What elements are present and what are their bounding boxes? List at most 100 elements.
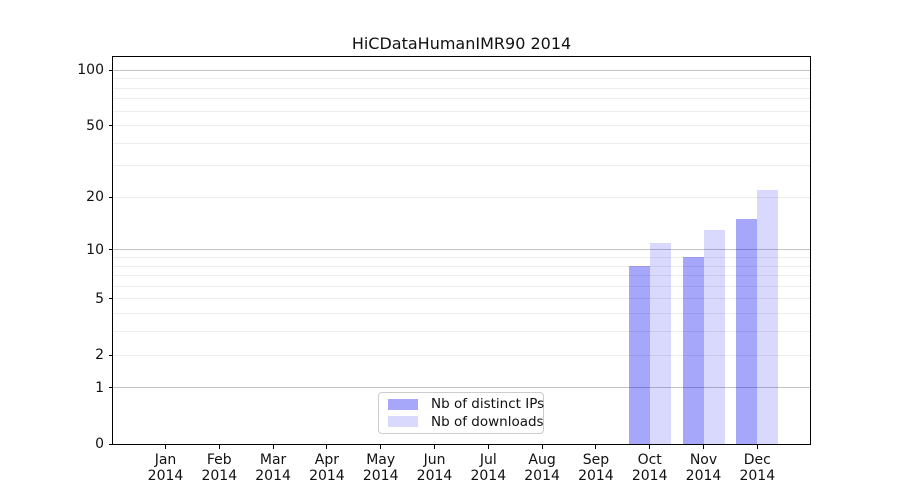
x-tick-mar	[272, 445, 274, 449]
x-tick-label-apr: Apr 2014	[295, 452, 359, 484]
x-tick-label-may: May 2014	[349, 452, 413, 484]
x-tick-month: Mar	[259, 452, 287, 468]
y-tick-10	[109, 249, 113, 251]
x-tick-sep	[595, 445, 597, 449]
x-tick-label-jul: Jul 2014	[456, 452, 520, 484]
x-tick-month: Feb	[206, 452, 232, 468]
gridline-minor-8	[113, 265, 810, 267]
x-tick-month: Jul	[479, 452, 497, 468]
gridline-minor-6	[113, 285, 810, 287]
chart-title: HiCDataHumanIMR90 2014	[351, 34, 572, 53]
x-tick-label-jun: Jun 2014	[403, 452, 467, 484]
y-tick-0	[109, 443, 113, 445]
y-tick-20	[109, 196, 113, 198]
y-tick-label-20: 20	[86, 189, 104, 206]
x-tick-year: 2014	[685, 468, 722, 484]
bar-dec-nb-of-downloads	[757, 190, 779, 444]
x-tick-nov	[703, 445, 704, 449]
plot-area: Nb of distinct IPs Nb of downloads	[112, 56, 811, 445]
x-tick-year: 2014	[470, 468, 507, 484]
bar-nov-nb-of-distinct-ips	[682, 257, 704, 444]
y-tick-2	[109, 354, 113, 356]
x-tick-label-feb: Feb 2014	[187, 452, 251, 484]
x-tick-year: 2014	[631, 468, 668, 484]
x-tick-month: Apr	[314, 452, 339, 468]
legend-label-distinct-ips: Nb of distinct IPs	[431, 396, 545, 413]
x-tick-label-nov: Nov 2014	[672, 452, 736, 484]
gridline-minor-9	[113, 256, 810, 258]
y-tick-label-2: 2	[95, 347, 104, 363]
y-tick-label-5: 5	[95, 290, 104, 307]
grid-layer	[113, 57, 810, 444]
x-tick-label-mar: Mar 2014	[241, 452, 305, 484]
x-tick-month: Aug	[528, 452, 556, 468]
x-tick-month: May	[366, 452, 396, 468]
gridline-minor-80	[113, 87, 810, 89]
x-tick-month: Jun	[423, 452, 446, 468]
gridline-minor-40	[113, 142, 810, 144]
x-tick-label-jan: Jan 2014	[134, 452, 198, 484]
gridline-minor-50	[113, 125, 810, 127]
y-tick-100	[109, 69, 113, 71]
x-tick-apr	[326, 445, 328, 449]
y-tick-1	[109, 387, 113, 389]
gridline-minor-20	[113, 196, 810, 198]
x-tick-year: 2014	[309, 468, 345, 484]
x-tick-year: 2014	[362, 468, 399, 484]
x-tick-year: 2014	[739, 468, 776, 484]
y-tick-5	[109, 298, 113, 300]
gridline-minor-2	[113, 354, 810, 356]
legend-label-downloads: Nb of downloads	[431, 413, 544, 430]
x-tick-month: Sep	[582, 452, 610, 468]
bar-oct-nb-of-distinct-ips	[628, 266, 650, 444]
x-tick-year: 2014	[416, 468, 453, 484]
x-tick-year: 2014	[201, 468, 238, 484]
x-tick-month: Dec	[743, 452, 771, 468]
x-tick-aug	[541, 445, 543, 449]
y-tick-50	[109, 125, 113, 127]
x-tick-label-sep: Sep 2014	[564, 452, 628, 484]
y-tick-label-0: 0	[95, 436, 104, 452]
gridline-minor-60	[113, 110, 810, 112]
gridline-minor-30	[113, 165, 810, 167]
gridline-major-100	[113, 69, 810, 71]
x-tick-jun	[434, 445, 435, 449]
x-tick-month: Oct	[637, 452, 662, 468]
gridline-major-10	[113, 249, 810, 251]
gridline-minor-3	[113, 331, 810, 333]
x-tick-dec	[756, 445, 758, 449]
x-tick-oct	[649, 445, 651, 449]
x-tick-year: 2014	[524, 468, 560, 484]
y-tick-label-1: 1	[95, 379, 104, 396]
y-tick-label-100: 100	[77, 62, 104, 79]
gridline-minor-5	[113, 298, 810, 300]
x-tick-year: 2014	[147, 468, 184, 484]
legend-item-distinct-ips: Nb of distinct IPs	[388, 396, 544, 412]
x-tick-label-dec: Dec 2014	[725, 452, 789, 484]
x-tick-may	[380, 445, 382, 449]
x-tick-month: Jan	[154, 452, 177, 468]
bars-layer	[113, 57, 810, 444]
bar-nov-nb-of-downloads	[703, 230, 725, 444]
legend-swatch-distinct-ips	[388, 398, 418, 410]
bar-oct-nb-of-downloads	[649, 242, 671, 444]
legend-swatch-downloads	[388, 416, 418, 428]
x-tick-label-oct: Oct 2014	[618, 452, 682, 484]
x-tick-feb	[218, 445, 220, 449]
gridline-major-1	[113, 387, 810, 389]
x-tick-label-aug: Aug 2014	[510, 452, 574, 484]
x-tick-jan	[165, 445, 166, 449]
legend-item-downloads: Nb of downloads	[388, 414, 544, 430]
gridline-minor-4	[113, 313, 810, 315]
x-tick-month: Nov	[689, 452, 718, 468]
legend: Nb of distinct IPs Nb of downloads	[378, 392, 544, 434]
y-tick-label-10: 10	[86, 241, 104, 258]
bar-dec-nb-of-distinct-ips	[736, 219, 758, 444]
y-tick-label-50: 50	[86, 117, 104, 134]
x-tick-jul	[487, 445, 489, 449]
gridline-minor-70	[113, 98, 810, 100]
gridline-minor-7	[113, 275, 810, 277]
gridline-minor-90	[113, 78, 810, 80]
x-tick-year: 2014	[578, 468, 614, 484]
